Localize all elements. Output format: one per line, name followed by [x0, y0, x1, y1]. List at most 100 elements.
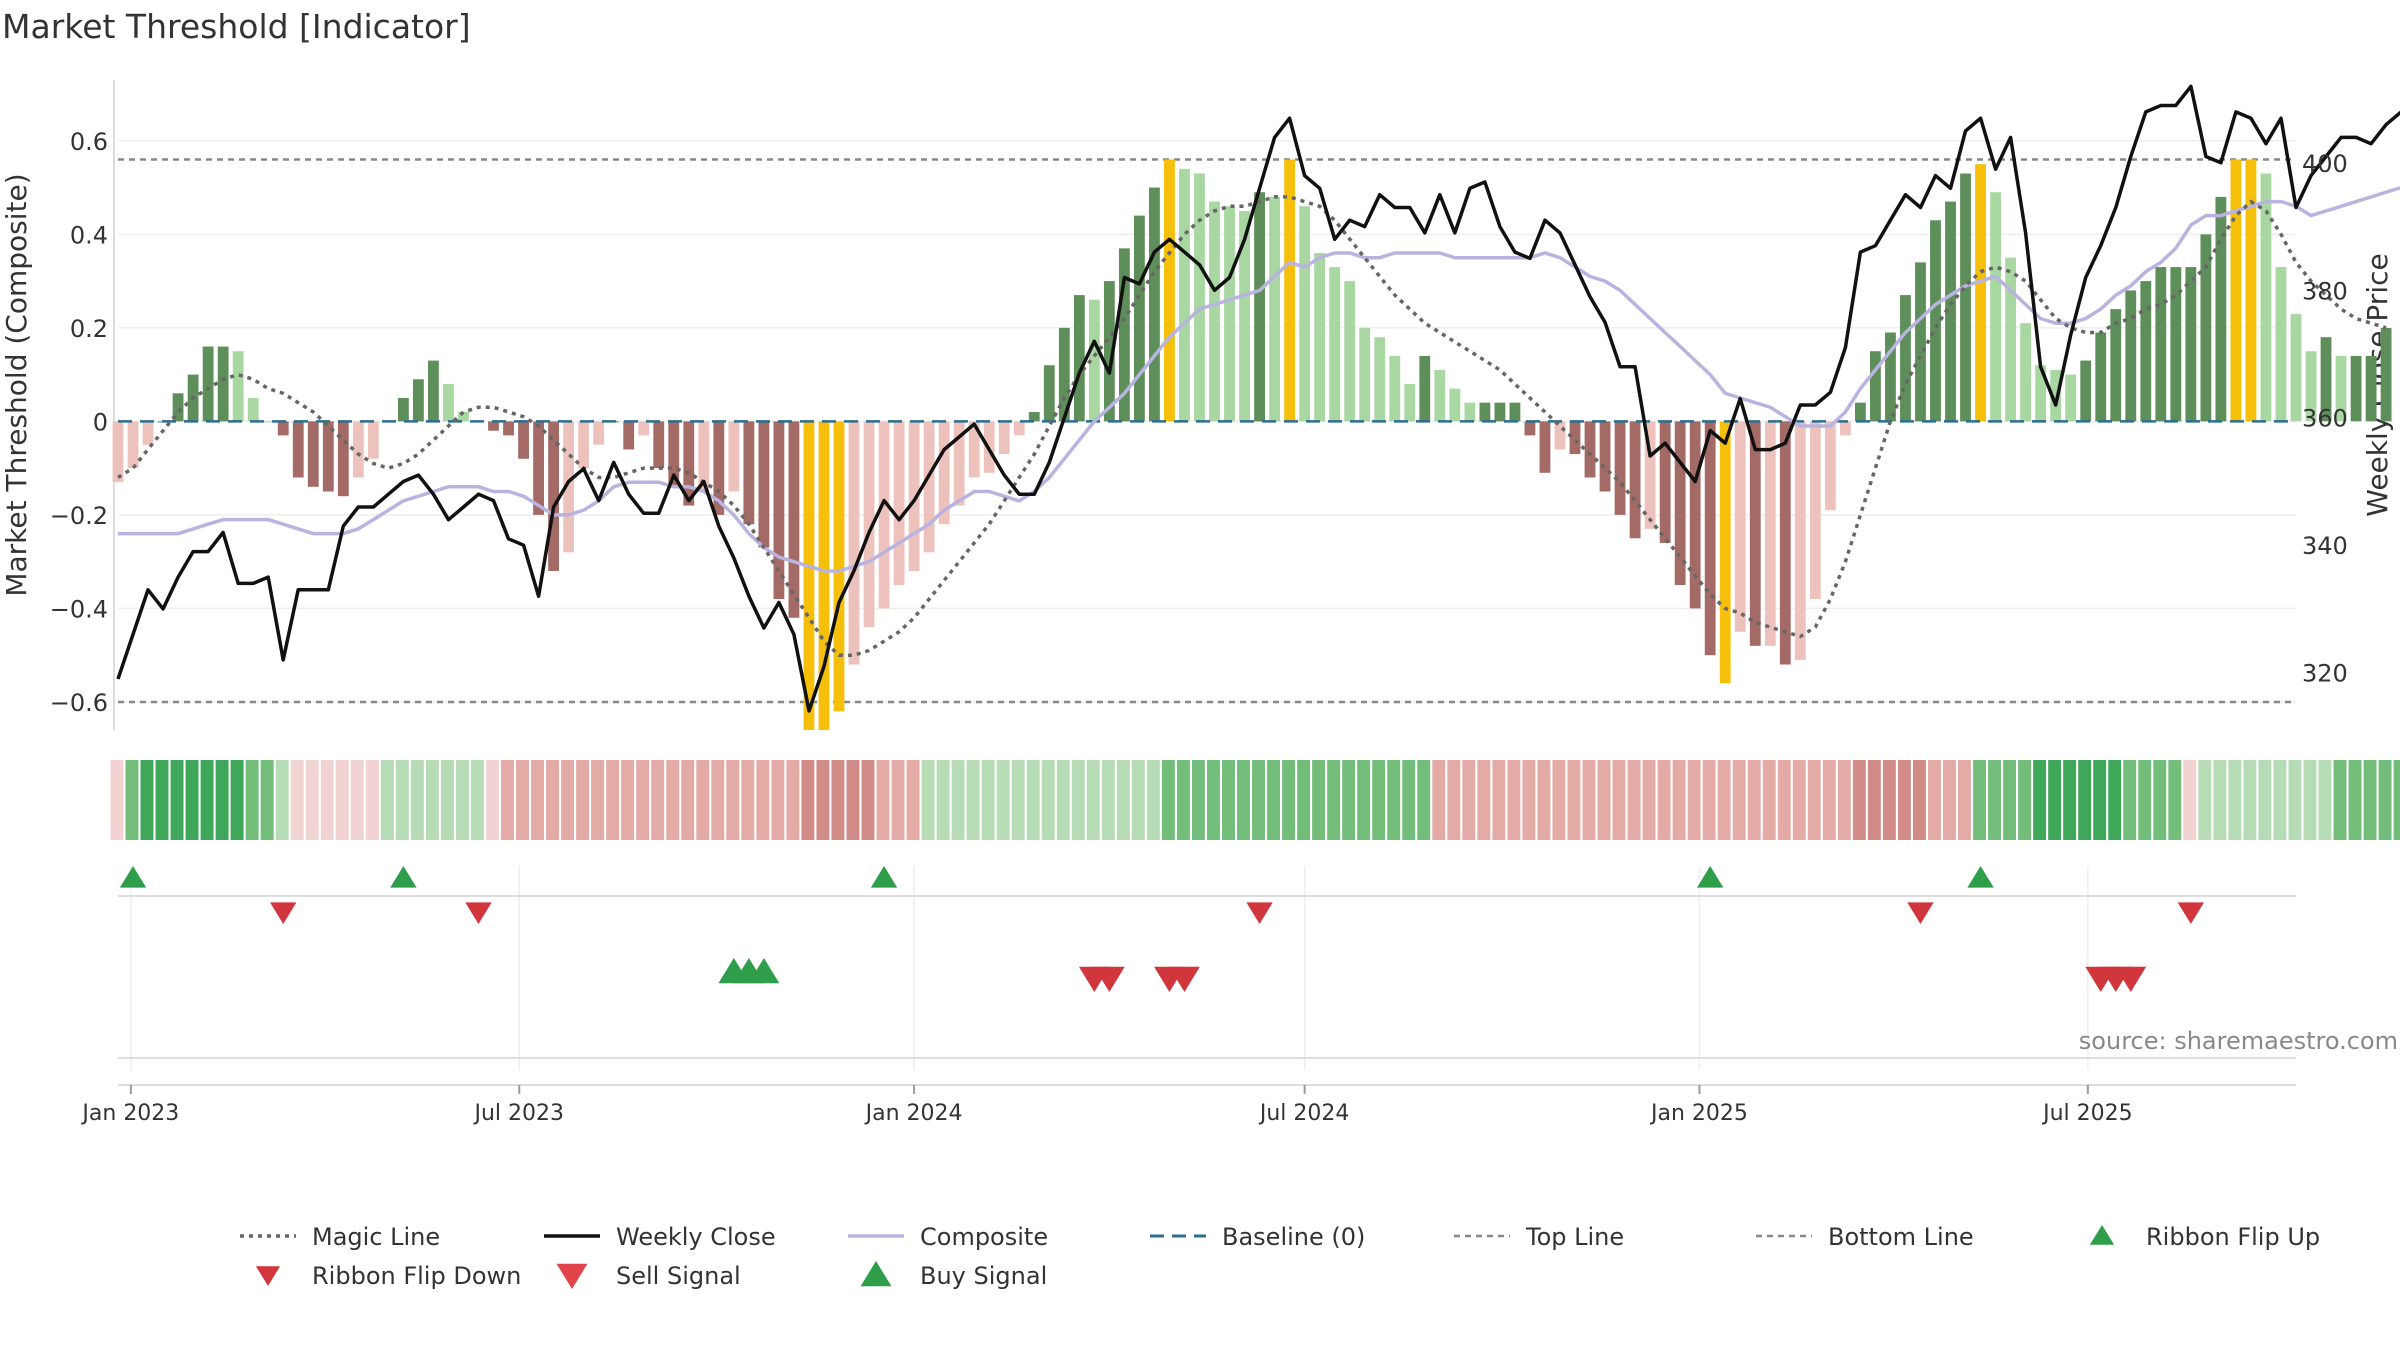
ribbon-cell [455, 760, 469, 840]
legend-label: Sell Signal [616, 1262, 741, 1290]
composite-bar [653, 421, 665, 469]
ribbon-cell [1807, 760, 1821, 840]
composite-bar [1539, 421, 1551, 473]
composite-bar [713, 421, 725, 515]
composite-bar [2365, 355, 2377, 422]
y-tick-label: 0.4 [70, 221, 108, 249]
ribbon-cell [966, 760, 980, 840]
ribbon-cell [2318, 760, 2332, 840]
composite-bar [112, 421, 124, 483]
composite-bar [743, 421, 755, 525]
composite-bar [1975, 164, 1986, 422]
composite-bar [1464, 402, 1476, 422]
ribbon-cell [2228, 760, 2242, 840]
date-tick-label: Jan 2023 [80, 1101, 179, 1126]
ribbon-cell [1297, 760, 1311, 840]
ribbon-cell [230, 760, 244, 840]
ribbon-cell [2183, 760, 2197, 840]
ribbon-cell [1267, 760, 1281, 840]
ribbon-cell [170, 760, 184, 840]
composite-bar [127, 421, 139, 469]
ribbon-cell [486, 760, 499, 840]
ribbon-cell [561, 760, 575, 840]
ribbon-cell [891, 760, 905, 840]
ribbon-cell [1597, 760, 1611, 840]
ribbon-cell [726, 760, 740, 840]
composite-bar [1509, 402, 1521, 422]
y-axis-title: Market Threshold (Composite) [0, 173, 33, 596]
composite-bar [893, 421, 905, 586]
composite-bar [878, 421, 890, 609]
composite-bar [563, 421, 575, 553]
ribbon-cell [996, 760, 1010, 840]
composite-bar [1073, 295, 1085, 422]
composite-bar [593, 421, 605, 445]
ribbon-cell [2213, 760, 2227, 840]
ribbon-flip-down-marker [2177, 902, 2205, 924]
ribbon-cell [2003, 760, 2017, 840]
composite-bar [773, 421, 785, 600]
ribbon-cell [1342, 760, 1356, 840]
ribbon-cell [275, 760, 289, 840]
composite-bar [1749, 421, 1761, 646]
ribbon-cell [786, 760, 800, 840]
composite-bar [1164, 159, 1175, 422]
ribbon-cell [2333, 760, 2347, 840]
ribbon-cell [1131, 760, 1145, 840]
ribbon-cell [876, 760, 890, 840]
ribbon-cell [1492, 760, 1506, 840]
composite-bar [803, 421, 815, 730]
ribbon-cell [501, 760, 514, 840]
composite-bar [1269, 196, 1281, 422]
ribbon-cell [1537, 760, 1551, 840]
composite-bar [1179, 168, 1190, 422]
y2-tick-label: 340 [2302, 532, 2348, 560]
composite-bar [1674, 421, 1686, 586]
composite-bar [2380, 327, 2392, 422]
ribbon-flip-up-marker [870, 866, 898, 888]
composite-bar [1614, 421, 1626, 515]
composite-bar [1314, 253, 1326, 422]
ribbon-flip-up-marker [1967, 866, 1994, 888]
composite-bar [833, 421, 845, 712]
ribbon-cell [410, 760, 424, 840]
composite-bar [2230, 159, 2242, 422]
ribbon-cell [1837, 760, 1851, 840]
ribbon-cell [2018, 760, 2032, 840]
ribbon-cell [2363, 760, 2377, 840]
buy-signal-marker [748, 958, 780, 984]
ribbon-cell [621, 760, 635, 840]
composite-bar [1554, 421, 1566, 450]
ribbon-flip-down-marker [1246, 902, 1273, 924]
composite-bar [1479, 402, 1491, 422]
legend-label: Buy Signal [920, 1262, 1047, 1290]
composite-line [118, 186, 2400, 573]
composite-bars [112, 159, 2392, 730]
ribbon-cell [1943, 760, 1956, 840]
composite-bar [863, 421, 875, 628]
composite-bar [1584, 421, 1596, 478]
composite-bar [1224, 206, 1235, 422]
ribbon-cell [1867, 760, 1881, 840]
ribbon-cell [756, 760, 770, 840]
y2-tick-label: 360 [2302, 405, 2348, 433]
ribbon-cell [1792, 760, 1806, 840]
composite-bar [352, 421, 364, 478]
composite-bar [2275, 267, 2287, 422]
y-tick-label: −0.2 [50, 502, 108, 530]
ribbon-cell [350, 760, 364, 840]
ribbon-cell [591, 760, 605, 840]
composite-bar [1764, 421, 1776, 646]
composite-bar [1885, 332, 1896, 422]
ribbon-cell [2198, 760, 2212, 840]
composite-bar [1870, 351, 1881, 422]
composite-bar [1434, 369, 1446, 422]
composite-bar [968, 421, 980, 478]
ribbon-cell [651, 760, 665, 840]
composite-bar [848, 421, 860, 665]
ribbon-cell [1252, 760, 1265, 840]
composite-bar [1524, 421, 1536, 436]
composite-bar [2335, 355, 2347, 422]
composite-bar [2020, 323, 2032, 422]
composite-bar [488, 421, 499, 431]
